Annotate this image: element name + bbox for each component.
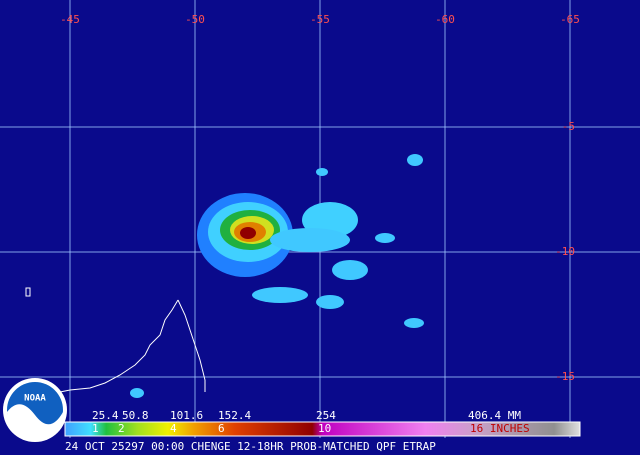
inch-label: 6 <box>218 422 225 435</box>
longitude-label: -55 <box>310 13 330 26</box>
latitude-label: -10 <box>555 245 575 258</box>
logo-text: NOAA <box>24 394 46 404</box>
longitude-label: -45 <box>60 13 80 26</box>
precipitation <box>130 154 424 398</box>
coastline <box>59 299 179 393</box>
caption-strip <box>0 438 640 455</box>
mm-label: 25.4 <box>92 409 119 422</box>
legend: 25.4 50.8 101.6 152.4 254 406.4 MM 1 2 4 6 10 16 IN… <box>92 409 530 435</box>
mm-label: 152.4 <box>218 409 251 422</box>
mm-label: 406.4 MM <box>468 409 521 422</box>
latitude-label: -5 <box>562 120 575 133</box>
longitude-label: -60 <box>435 13 455 26</box>
graticule: -45 -50 -55 -60 -65 -5 -10 -15 <box>0 0 640 438</box>
inch-label: 10 <box>318 422 331 435</box>
longitude-label: -50 <box>185 13 205 26</box>
caption: 24 OCT 25297 00:00 CHENGE 12-18HR PROB-M… <box>65 440 436 453</box>
inch-label: 16 INCHES <box>470 422 530 435</box>
inch-label: 2 <box>118 422 125 435</box>
coastline <box>177 299 206 392</box>
island <box>25 287 31 297</box>
inch-label: 1 <box>92 422 99 435</box>
mm-label: 50.8 <box>122 409 149 422</box>
inch-label: 4 <box>170 422 177 435</box>
mm-label: 101.6 <box>170 409 203 422</box>
color-bar <box>64 421 581 437</box>
latitude-label: -15 <box>555 370 575 383</box>
noaa-logo: NOAA <box>3 378 67 442</box>
mm-label: 254 <box>316 409 336 422</box>
longitude-label: -65 <box>560 13 580 26</box>
